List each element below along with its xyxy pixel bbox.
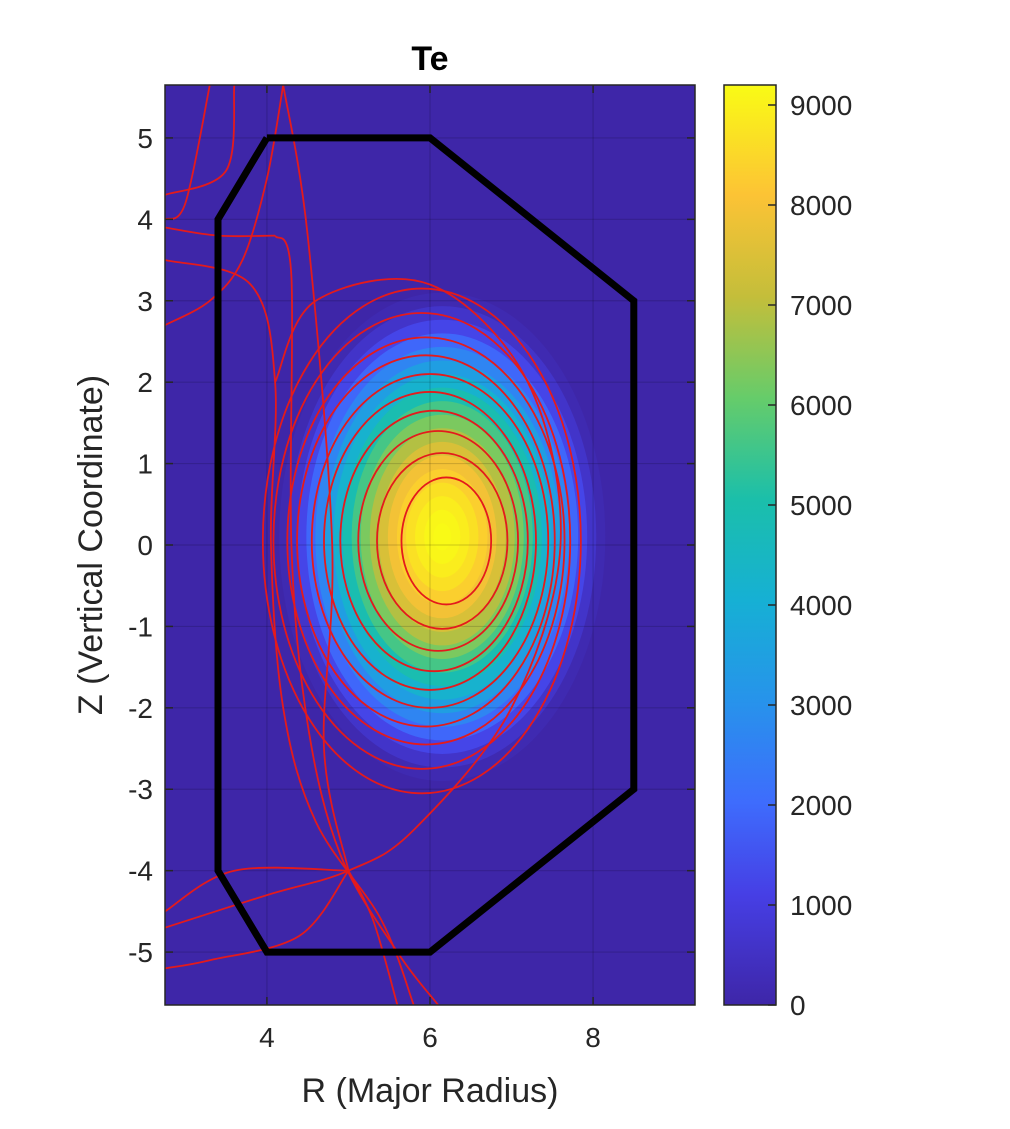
flux-surface-open <box>282 85 350 871</box>
y-tick-label: 5 <box>137 123 153 154</box>
y-tick-label: 0 <box>137 530 153 561</box>
colorbar-tick-label: 7000 <box>790 290 852 321</box>
grid-lines <box>165 85 695 1005</box>
colorbar-tick-label: 6000 <box>790 390 852 421</box>
colorbar-tick-label: 1000 <box>790 890 852 921</box>
te-contour-band <box>433 523 452 551</box>
y-tick-label: -5 <box>128 937 153 968</box>
x-axis-ticks: 4 6 8 <box>259 85 601 1053</box>
flux-surface-open <box>165 278 562 929</box>
flux-surface-closed <box>272 312 572 770</box>
flux-surface-closed <box>376 452 509 630</box>
colorbar-tick-label: 8000 <box>790 190 852 221</box>
y-tick-label: 3 <box>137 286 153 317</box>
flux-surface-closed <box>357 430 519 652</box>
flux-surface-open <box>165 259 415 1005</box>
flux-surface-open <box>347 870 399 1005</box>
colorbar-tick-label: 9000 <box>790 90 852 121</box>
flux-surfaces <box>165 85 582 1005</box>
y-axis-label: Z (Vertical Coordinate) <box>72 375 110 715</box>
colorbar-tick-label: 5000 <box>790 490 852 521</box>
flux-surface-open <box>165 866 349 913</box>
x-axis-label: R (Major Radius) <box>302 1072 559 1110</box>
flux-surface-closed <box>286 336 566 746</box>
colorbar: 0 1000 2000 3000 4000 5000 6000 7000 8000 9000 <box>723 84 852 1021</box>
vessel-wall <box>214 134 638 956</box>
y-tick-label: 1 <box>137 449 153 480</box>
flux-surface-closed <box>296 354 556 728</box>
x-tick-label: 6 <box>422 1022 438 1053</box>
plot-area: 4 6 8 -5 -4 -3 -2 -1 0 1 2 3 4 5 <box>128 84 696 1053</box>
colorbar-tick-label: 4000 <box>790 590 852 621</box>
colorbar-tick-label: 3000 <box>790 690 852 721</box>
colorbar-ticks: 0 1000 2000 3000 4000 5000 6000 7000 8000 9000 <box>768 90 852 1021</box>
y-tick-label: -4 <box>128 856 153 887</box>
flux-surface-closed <box>323 391 537 691</box>
x-tick-label: 4 <box>259 1022 275 1053</box>
colorbar-tick-label: 0 <box>790 990 806 1021</box>
flux-surface-closed <box>261 287 582 795</box>
flux-surface-closed <box>310 373 550 709</box>
chart-title: Te <box>411 40 448 78</box>
flux-surface-closed <box>400 476 493 606</box>
wall-outline <box>214 134 638 956</box>
y-tick-label: -1 <box>128 611 153 642</box>
y-tick-label: -2 <box>128 693 153 724</box>
y-axis-ticks: -5 -4 -3 -2 -1 0 1 2 3 4 5 <box>128 123 695 968</box>
flux-surface-closed <box>339 409 529 673</box>
flux-surface-open <box>165 85 236 196</box>
y-tick-label: -3 <box>128 774 153 805</box>
colorbar-tick-label: 2000 <box>790 790 852 821</box>
x-tick-label: 8 <box>585 1022 601 1053</box>
flux-surface-open <box>274 235 439 1005</box>
y-tick-label: 2 <box>137 367 153 398</box>
y-tick-label: 4 <box>137 204 153 235</box>
colorbar-gradient <box>723 84 777 1006</box>
